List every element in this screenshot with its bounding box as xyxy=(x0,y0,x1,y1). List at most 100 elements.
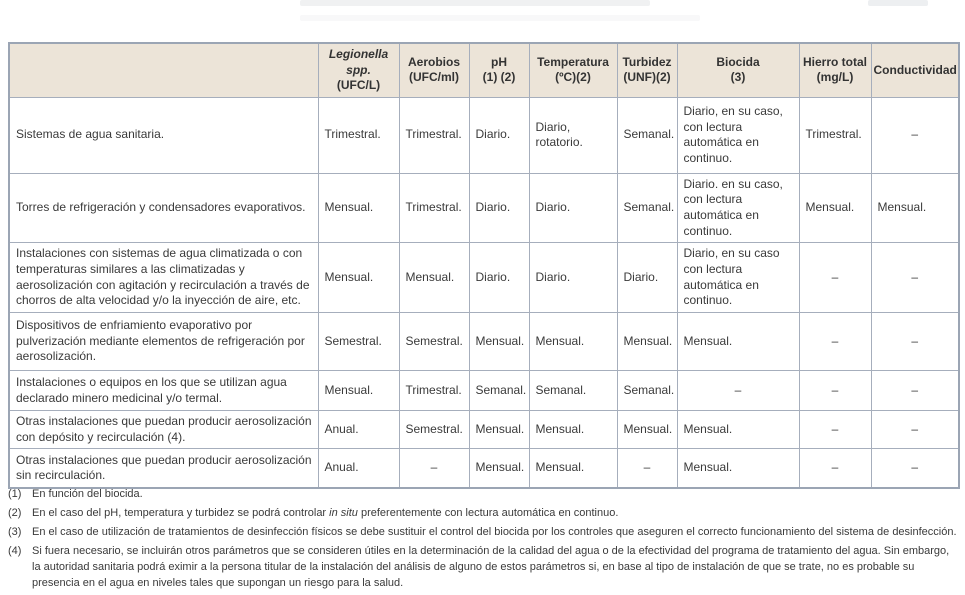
footnote-text-post: preferentemente con lectura automática e… xyxy=(357,506,619,519)
cell: Anual. xyxy=(317,448,400,489)
footnote-text: En el caso de utilización de tratamiento… xyxy=(32,525,957,538)
table-row: Sistemas de agua sanitaria. Trimestral. … xyxy=(8,96,960,174)
cell: – xyxy=(870,410,960,450)
footnote-3: (3) En el caso de utilización de tratami… xyxy=(8,525,958,541)
header-sub: (UNF)(2) xyxy=(623,70,671,85)
cell: – xyxy=(870,96,960,174)
header-sub: (ºC)(2) xyxy=(555,70,591,85)
cell: Mensual. xyxy=(528,448,618,489)
cell: Semanal. xyxy=(616,370,678,412)
cell: Semanal. xyxy=(616,96,678,174)
cell: Diario. en su caso, con lectura automáti… xyxy=(676,172,800,244)
cell: Diario. xyxy=(468,172,530,244)
row-label: Dispositivos de enfriamiento evaporativo… xyxy=(8,312,319,372)
header-cell-hierro-total: Hierro total (mg/L) xyxy=(798,42,872,98)
header-main: Hierro total xyxy=(802,54,867,69)
cell: Mensual. xyxy=(870,172,960,244)
cell: Semestral. xyxy=(398,312,470,372)
footnote-number: (3) xyxy=(8,525,22,538)
cell: – xyxy=(870,312,960,372)
monitoring-frequency-table: Legionella spp. (UFC/L) Aerobios (UFC/ml) … xyxy=(8,42,960,489)
cell: Diario. xyxy=(616,242,678,314)
header-sub: (mg/L) xyxy=(816,70,854,85)
cell: – xyxy=(798,448,872,489)
footnote-text-pre: En el caso del pH, temperatura y turbide… xyxy=(32,506,330,519)
cell: Mensual. xyxy=(317,242,400,314)
row-label: Instalaciones con sistemas de agua clima… xyxy=(8,242,319,314)
row-label: Sistemas de agua sanitaria. xyxy=(8,96,319,174)
row-label: Otras instalaciones que puedan producir … xyxy=(8,448,319,489)
cell: Diario. xyxy=(528,172,618,244)
cell: – xyxy=(676,370,800,412)
cell: Semanal. xyxy=(616,172,678,244)
cell: Semanal. xyxy=(468,370,530,412)
table-row: Torres de refrigeración y condensadores … xyxy=(8,172,960,244)
footnote-text-italic: in situ xyxy=(329,506,358,519)
header-main: pH xyxy=(491,54,507,69)
cell: – xyxy=(798,312,872,372)
cell: Trimestral. xyxy=(798,96,872,174)
header-sub: (UFC/L) xyxy=(336,78,381,93)
cell: – xyxy=(398,448,470,489)
cell: Mensual. xyxy=(616,410,678,450)
footnote-1: (1) En función del biocida. xyxy=(8,487,958,503)
cell: Mensual. xyxy=(528,410,618,450)
cell: – xyxy=(870,370,960,412)
footnote-number: (1) xyxy=(8,488,22,500)
faded-text-artifact xyxy=(300,15,700,21)
header-main: Temperatura xyxy=(537,54,609,69)
cell: Mensual. xyxy=(317,370,400,412)
cell: Diario, en su caso, con lectura automáti… xyxy=(676,96,800,174)
cell: Mensual. xyxy=(528,312,618,372)
cell: – xyxy=(616,448,678,489)
header-cell-legionella: Legionella spp. (UFC/L) xyxy=(317,42,400,98)
cell: Trimestral. xyxy=(398,172,470,244)
footnotes: (1) En función del biocida. (2) En el ca… xyxy=(8,487,958,595)
table-row: Otras instalaciones que puedan producir … xyxy=(8,410,960,450)
cell: Anual. xyxy=(317,410,400,450)
header-main: Conductividad xyxy=(873,62,957,77)
header-sub: (1) (2) xyxy=(482,70,516,85)
header-sub: (3) xyxy=(730,70,746,85)
footnote-text: En función del biocida. xyxy=(32,488,143,500)
footnote-number: (4) xyxy=(8,544,22,557)
footnote-4: (4) Si fuera necesario, se incluirán otr… xyxy=(8,544,958,592)
footnote-text: En el caso del pH, temperatura y turbide… xyxy=(32,506,958,522)
cell: Mensual. xyxy=(468,312,530,372)
cell: Diario, rotatorio. xyxy=(528,96,618,174)
cell: Semestral. xyxy=(317,312,400,372)
table-row: Otras instalaciones que puedan producir … xyxy=(8,448,960,489)
cell: – xyxy=(798,410,872,450)
cell: – xyxy=(798,242,872,314)
row-label: Torres de refrigeración y condensadores … xyxy=(8,172,319,244)
header-main: Biocida xyxy=(716,54,760,69)
header-cell-aerobios: Aerobios (UFC/ml) xyxy=(398,42,470,98)
row-label: Otras instalaciones que puedan producir … xyxy=(8,410,319,450)
cell: Mensual. xyxy=(676,410,800,450)
cell: – xyxy=(870,448,960,489)
header-main: Legionella spp. xyxy=(328,47,389,77)
cell: Semestral. xyxy=(398,410,470,450)
cell: Mensual. xyxy=(676,312,800,372)
cell: – xyxy=(870,242,960,314)
cell: Mensual. xyxy=(468,448,530,489)
cell: Mensual. xyxy=(468,410,530,450)
header-main: Aerobios xyxy=(407,54,460,69)
cell: Trimestral. xyxy=(398,370,470,412)
cell: Diario. xyxy=(468,96,530,174)
cell: – xyxy=(798,370,872,412)
cell: Mensual. xyxy=(398,242,470,314)
faded-text-artifact xyxy=(300,0,650,6)
header-sub: (UFC/ml) xyxy=(409,70,459,85)
table-header-row: Legionella spp. (UFC/L) Aerobios (UFC/ml) … xyxy=(8,42,960,98)
cell: Trimestral. xyxy=(398,96,470,174)
header-cell-biocida: Biocida (3) xyxy=(676,42,800,98)
footnote-number: (2) xyxy=(8,506,22,519)
header-cell-ph: pH (1) (2) xyxy=(468,42,530,98)
cell: Diario, en su caso con lectura automátic… xyxy=(676,242,800,314)
footnote-2: (2) En el caso del pH, temperatura y tur… xyxy=(8,506,958,522)
row-label: Instalaciones o equipos en los que se ut… xyxy=(8,370,319,412)
cell: Mensual. xyxy=(798,172,872,244)
table-row: Instalaciones o equipos en los que se ut… xyxy=(8,370,960,412)
faded-text-artifact xyxy=(868,0,928,6)
